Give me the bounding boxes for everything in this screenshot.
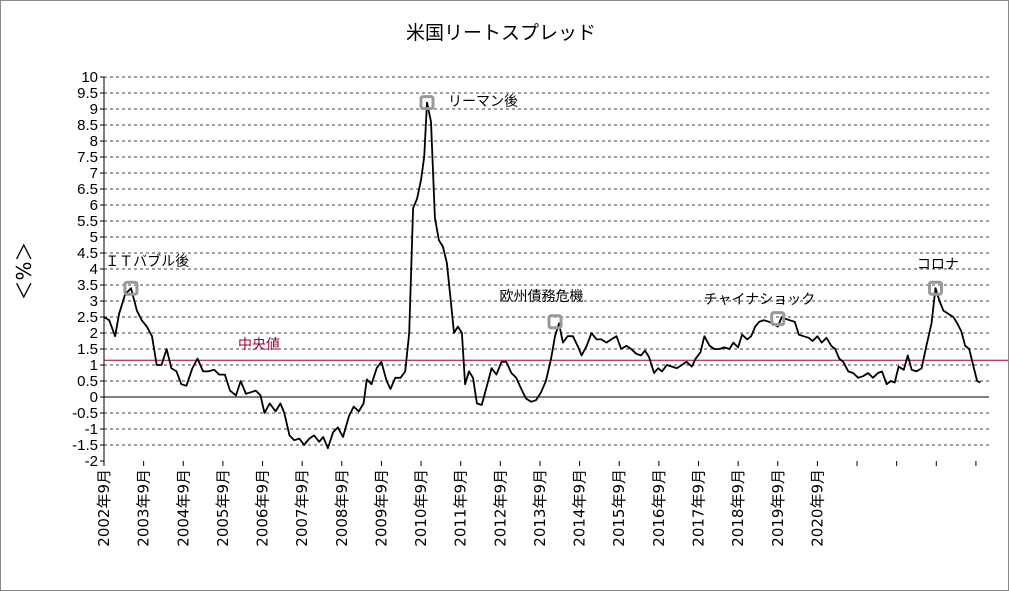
x-tick-label: 2011年9月 xyxy=(452,469,470,547)
x-tick-label: 2002年9月 xyxy=(95,469,113,547)
chart-title: 米国リートスプレッド xyxy=(406,22,596,44)
y-tick-label: 6 xyxy=(90,197,98,214)
x-tick-label: 2005年9月 xyxy=(214,469,232,547)
annotation-label: 欧州債務危機 xyxy=(500,289,584,305)
x-tick-label: 2015年9月 xyxy=(610,469,628,547)
y-tick-label: 8 xyxy=(90,133,98,150)
y-tick-label: 9 xyxy=(90,101,98,118)
y-tick-label: -2 xyxy=(85,453,98,470)
y-tick-label: 2 xyxy=(90,325,98,342)
x-tick-label: 2020年9月 xyxy=(808,469,826,547)
y-tick-label: 7.5 xyxy=(77,149,98,166)
annotation-marker xyxy=(419,95,435,111)
series-group xyxy=(103,101,981,450)
annotation-marker xyxy=(927,280,943,296)
y-tick-label: 1 xyxy=(90,357,98,374)
x-axis-ticks: 2002年9月 2003年9月 2004年9月 2005年9月 2006年9月 2007年… xyxy=(95,461,977,547)
y-axis-label: ＜%＞ xyxy=(12,241,36,300)
series-line xyxy=(103,101,981,450)
annotation-label: ＩＴバブル後 xyxy=(105,253,189,270)
y-tick-label: -1.5 xyxy=(72,437,98,454)
y-tick-label: 7 xyxy=(90,165,98,182)
x-tick-label: 2013年9月 xyxy=(531,469,549,547)
annotation-marker xyxy=(123,280,139,296)
annotation-label: チャイナショック xyxy=(704,292,816,308)
x-tick-label: 2016年9月 xyxy=(650,469,668,547)
y-tick-label: 5.5 xyxy=(77,213,98,230)
y-tick-label: -1 xyxy=(85,421,98,438)
y-tick-label: 3 xyxy=(90,293,98,310)
annotation-label: リーマン後 xyxy=(448,94,518,110)
x-tick-label: 2004年9月 xyxy=(174,469,192,547)
x-tick-label: 2008年9月 xyxy=(333,469,351,547)
y-tick-label: 8.5 xyxy=(77,117,98,134)
y-tick-label: 5 xyxy=(90,229,98,246)
y-tick-label: 2.5 xyxy=(77,309,98,326)
x-tick-label: 2014年9月 xyxy=(571,469,589,547)
y-tick-label: 4.5 xyxy=(77,245,98,262)
x-tick-label: 2018年9月 xyxy=(729,469,747,547)
x-tick-label: 2012年9月 xyxy=(491,469,509,547)
x-tick-label: 2003年9月 xyxy=(135,469,153,547)
median-label: 中央値 xyxy=(238,337,280,353)
y-tick-label: 0.5 xyxy=(77,373,98,390)
grid-lines xyxy=(104,76,989,446)
y-tick-label: 3.5 xyxy=(77,277,98,294)
annotation-marker xyxy=(547,314,563,330)
y-tick-label: 0 xyxy=(90,389,98,406)
y-tick-label: 1.5 xyxy=(77,341,98,358)
x-tick-label: 2017年9月 xyxy=(689,469,707,547)
y-tick-label: 6.5 xyxy=(77,181,98,198)
y-tick-label: 9.5 xyxy=(77,85,98,102)
x-tick-label: 2019年9月 xyxy=(769,469,787,547)
y-tick-label: -0.5 xyxy=(72,405,98,422)
x-tick-label: 2007年9月 xyxy=(293,469,311,547)
y-tick-label: 4 xyxy=(90,261,98,278)
y-tick-label: 10 xyxy=(81,69,98,86)
y-axis-ticks: 109.598.587.576.565.554.543.532.521.510.… xyxy=(72,69,105,470)
x-tick-label: 2006年9月 xyxy=(254,469,272,547)
annotation-label: コロナ xyxy=(917,257,959,273)
annotation-marker xyxy=(770,311,786,327)
x-tick-label: 2010年9月 xyxy=(412,469,430,547)
median-line-group: 中央値 xyxy=(104,337,1008,361)
x-tick-label: 2009年9月 xyxy=(372,469,390,547)
